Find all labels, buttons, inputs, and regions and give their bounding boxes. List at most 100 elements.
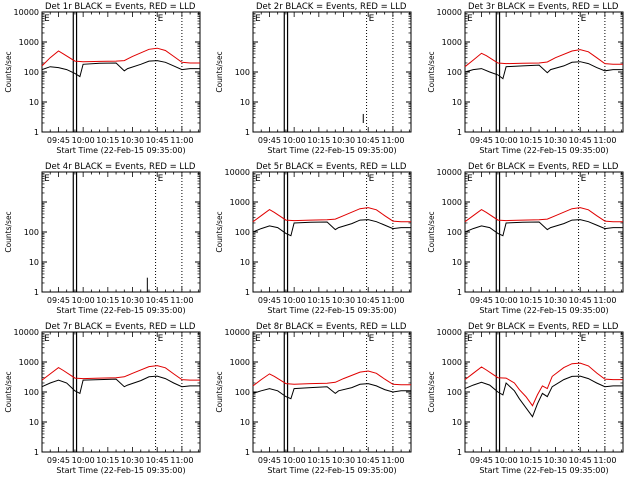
marker-letter: E [158,174,164,184]
y-axis-label: Counts/sec [4,371,13,412]
x-tick-label: 10:30 [332,296,355,305]
x-tick-label: 10:45 [357,136,380,145]
x-tick-label: 10:15 [96,136,119,145]
panel-title: Det 7r BLACK = Events, RED = LLD [45,322,196,332]
plot-frame [252,171,412,293]
events-line [252,383,411,400]
x-tick-label: 10:45 [569,136,592,145]
y-tick-label: 1000 [19,358,39,367]
x-tick-label: 10:30 [332,456,355,465]
x-tick-label: 10:00 [283,136,306,145]
x-tick-label: 11:00 [381,296,404,305]
x-tick-label: 09:45 [470,136,493,145]
y-tick-label: 10 [452,418,462,427]
y-tick-label: 1000 [442,358,462,367]
panel-title: Det 1r BLACK = Events, RED = LLD [45,2,196,12]
x-tick-label: 09:45 [470,296,493,305]
y-tick-label: 1 [245,128,250,137]
marker-letter: E [467,174,473,184]
marker-letter: E [581,174,587,184]
panel-1: Det 1r BLACK = Events, RED = LLD 1 10 100 10… [4,2,201,155]
x-tick-label: 10:45 [357,296,380,305]
y-tick-label: 1 [245,448,250,457]
events-line [464,219,623,237]
x-tick-label: 10:15 [307,456,330,465]
y-tick-label: 10 [240,418,250,427]
x-axis-label: Start Time (22-Feb-15 09:35:00) [56,466,185,475]
y-axis-label: Counts/sec [4,211,13,252]
x-tick-label: 10:00 [495,456,518,465]
y-tick-label: 10000 [14,8,39,17]
y-tick-label: 10 [452,98,462,107]
x-tick-label: 10:15 [519,296,542,305]
x-tick-label: 10:15 [519,136,542,145]
x-tick-label: 10:00 [72,456,95,465]
panel-title: Det 9r BLACK = Events, RED = LLD [468,322,619,332]
events-line [252,219,411,237]
y-axis-label: Counts/sec [427,211,436,252]
x-tick-label: 11:00 [170,296,193,305]
panel-title: Det 5r BLACK = Events, RED = LLD [256,162,407,172]
y-tick-label: 100 [235,68,250,77]
y-tick-label: 1000 [442,38,462,47]
x-axis-label: Start Time (22-Feb-15 09:35:00) [56,146,185,155]
y-tick-label: 1 [457,288,462,297]
y-axis-label: Counts/sec [215,211,224,252]
x-tick-label: 09:45 [258,456,281,465]
x-tick-label: 10:00 [283,296,306,305]
x-tick-label: 09:45 [47,296,70,305]
panel-5: Det 5r BLACK = Events, RED = LLD 1 10 100 10… [215,162,412,315]
x-tick-label: 09:45 [470,456,493,465]
y-tick-label: 1000 [230,198,250,207]
lld-line [41,365,200,381]
y-tick-label: 10 [29,418,39,427]
panel-title: Det 6r BLACK = Events, RED = LLD [468,162,619,172]
y-tick-label: 10 [240,258,250,267]
x-tick-label: 10:00 [495,296,518,305]
x-tick-label: 10:15 [96,456,119,465]
y-axis-label: Counts/sec [427,371,436,412]
x-axis-label: Start Time (22-Feb-15 09:35:00) [267,466,396,475]
panel-title: Det 8r BLACK = Events, RED = LLD [256,322,407,332]
marker-letter: E [467,14,473,24]
y-tick-label: 10 [29,258,39,267]
y-tick-label: 10000 [14,328,39,337]
lld-line [464,49,623,68]
x-tick-label: 10:45 [569,456,592,465]
x-tick-label: 09:45 [258,136,281,145]
panel-8: Det 8r BLACK = Events, RED = LLD 1 10 100 10… [215,322,412,475]
y-tick-label: 100 [447,68,462,77]
plot-frame [41,331,201,453]
y-tick-label: 1000 [19,38,39,47]
marker-letter: E [369,334,375,344]
plot-frame [41,171,201,293]
y-axis-label: Counts/sec [427,51,436,92]
marker-letter: E [255,334,261,344]
x-axis-label: Start Time (22-Feb-15 09:35:00) [479,466,608,475]
marker-letter: E [467,334,473,344]
events-line [41,375,200,395]
x-tick-label: 10:15 [307,136,330,145]
y-axis-label: Counts/sec [215,371,224,412]
lld-line [252,370,411,387]
panel-title: Det 2r BLACK = Events, RED = LLD [256,2,407,12]
plot-frame [464,331,624,453]
marker-letter: E [581,14,587,24]
x-tick-label: 10:00 [283,456,306,465]
y-tick-label: 1 [34,448,39,457]
y-tick-label: 10000 [437,8,462,17]
marker-letter: E [44,174,50,184]
marker-letter: E [255,14,261,24]
y-axis-label: Counts/sec [4,51,13,92]
x-tick-label: 11:00 [170,136,193,145]
marker-letter: E [44,14,50,24]
marker-letter: E [44,334,50,344]
lld-line [252,207,411,223]
panel-7: Det 7r BLACK = Events, RED = LLD 1 10 100 10… [4,322,201,475]
y-tick-label: 1000 [442,198,462,207]
y-tick-label: 1000 [230,358,250,367]
y-tick-label: 100 [24,68,39,77]
x-tick-label: 09:45 [47,456,70,465]
y-tick-label: 1 [34,128,39,137]
